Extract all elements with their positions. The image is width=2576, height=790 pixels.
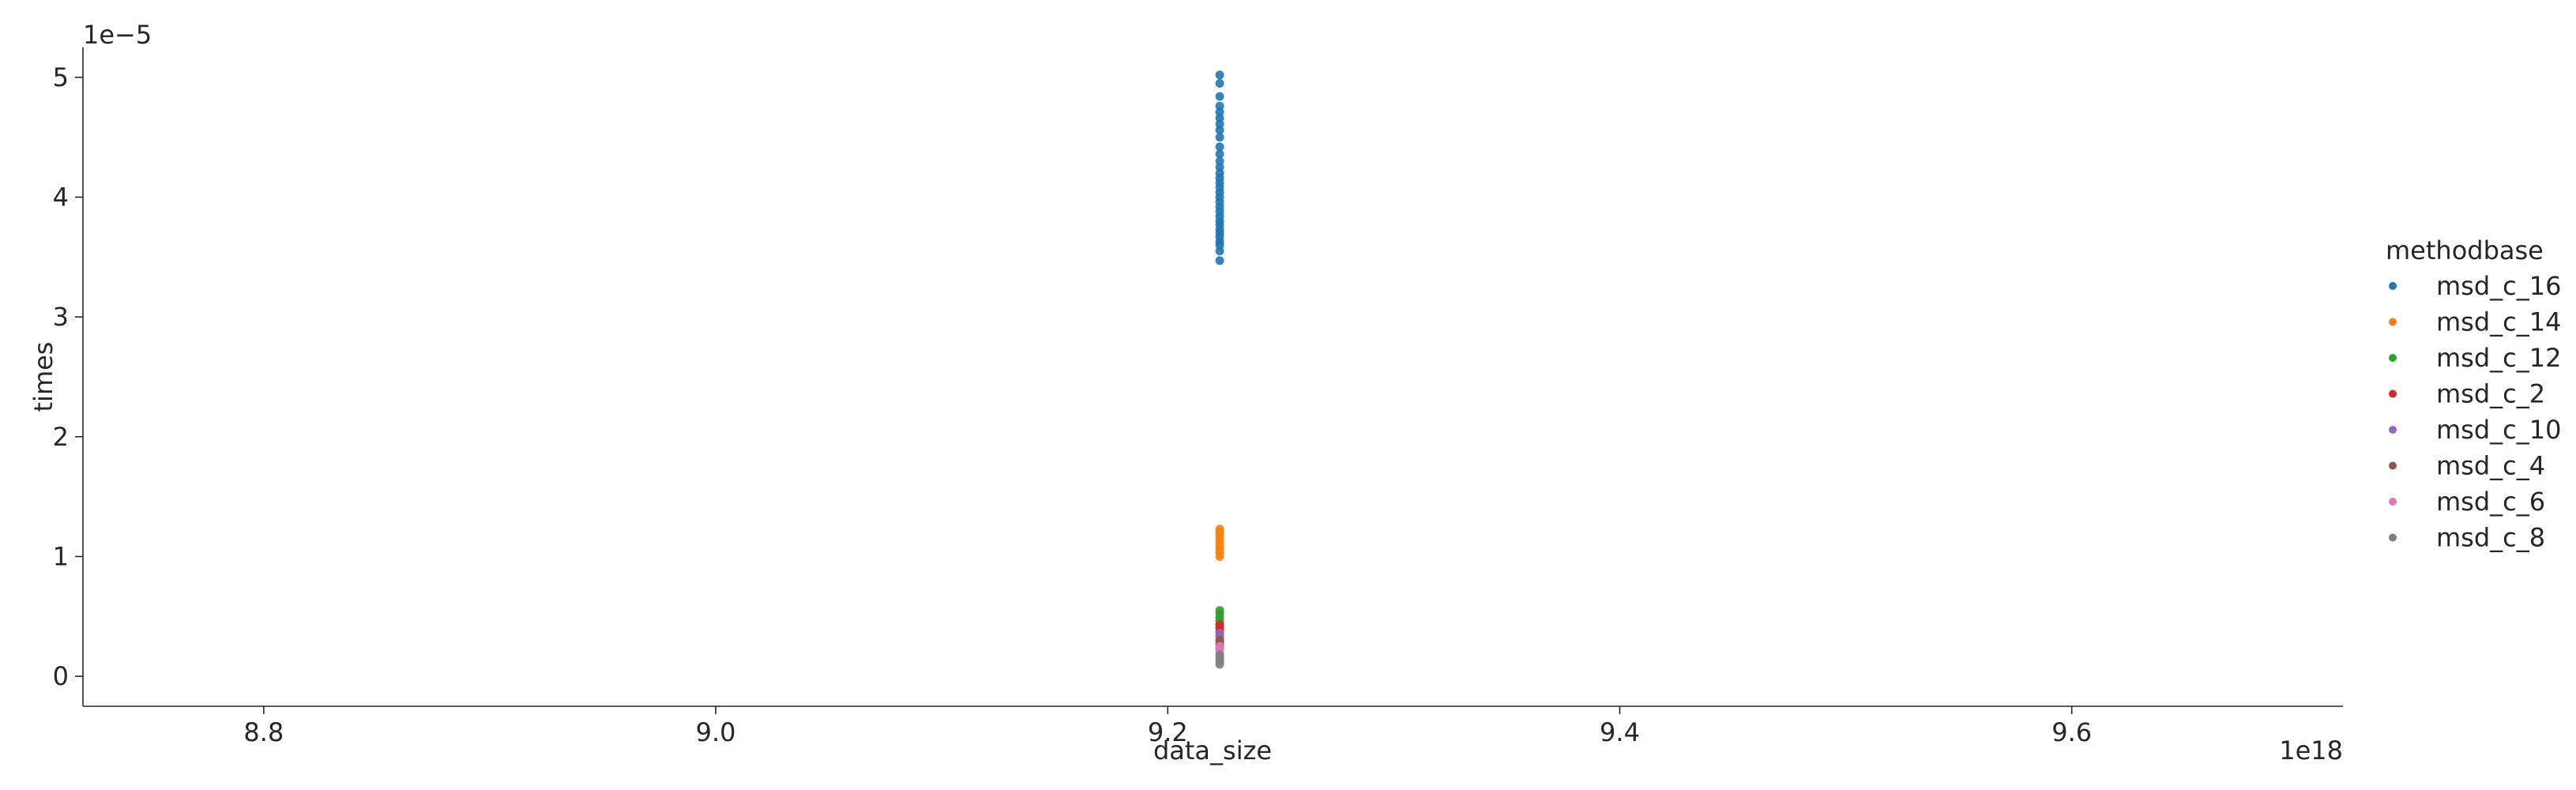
data-point-msd-c-16 xyxy=(1215,149,1224,159)
legend-marker xyxy=(2389,389,2397,398)
data-point-msd-c-16 xyxy=(1215,70,1224,80)
legend-title: methodbase xyxy=(2386,235,2544,265)
legend-marker xyxy=(2389,318,2397,326)
data-point-msd-c-6 xyxy=(1215,641,1224,651)
x-tick-label: 9.4 xyxy=(1600,717,1640,747)
y-tick-label: 1 xyxy=(53,541,69,571)
legend-marker xyxy=(2389,282,2397,290)
data-point-msd-c-2 xyxy=(1215,620,1224,630)
legend-marker xyxy=(2389,426,2397,434)
data-point-msd-c-4 xyxy=(1215,636,1224,645)
x-axis-label: data_size xyxy=(1153,735,1272,766)
legend-item-label: msd_c_16 xyxy=(2436,271,2561,301)
data-point-msd-c-16 xyxy=(1215,168,1224,178)
legend-marker xyxy=(2389,461,2397,470)
y-tick-label: 3 xyxy=(53,302,69,332)
data-point-msd-c-8 xyxy=(1215,650,1224,660)
legend-item-label: msd_c_12 xyxy=(2436,343,2561,373)
data-point-msd-c-10 xyxy=(1215,629,1224,638)
x-ticks: 8.8 9.0 9.2 9.4 9.6 xyxy=(243,706,2092,747)
data-point-msd-c-16 xyxy=(1215,246,1224,256)
legend-marker xyxy=(2389,354,2397,362)
y-axis-label: times xyxy=(28,342,58,412)
x-tick-label: 8.8 xyxy=(243,717,284,747)
data-point-msd-c-16 xyxy=(1215,101,1224,111)
data-point-msd-c-16 xyxy=(1215,92,1224,101)
data-points xyxy=(1215,70,1224,669)
legend-marker xyxy=(2389,498,2397,506)
x-tick-label: 9.0 xyxy=(696,717,736,747)
legend-item-label: msd_c_6 xyxy=(2436,487,2545,517)
y-tick-label: 0 xyxy=(53,661,69,691)
legend-item-label: msd_c_2 xyxy=(2436,379,2545,409)
x-tick-label: 9.6 xyxy=(2051,717,2092,747)
y-offset-label: 1e−5 xyxy=(83,20,152,50)
data-point-msd-c-16 xyxy=(1215,78,1224,88)
data-point-msd-c-16 xyxy=(1215,142,1224,152)
data-point-msd-c-16 xyxy=(1215,126,1224,135)
data-point-msd-c-16 xyxy=(1215,156,1224,166)
data-point-msd-c-16 xyxy=(1215,133,1224,142)
legend-items: msd_c_16 msd_c_14 msd_c_12 msd_c_2 msd_c_10m… xyxy=(2389,271,2561,553)
data-point-msd-c-16 xyxy=(1215,119,1224,129)
legend-marker xyxy=(2389,533,2397,542)
legend: methodbase msd_c_16msd_c_14msd_c_12msd_c… xyxy=(2386,235,2561,553)
data-point-msd-c-14 xyxy=(1215,525,1224,534)
data-point-msd-c-16 xyxy=(1215,107,1224,117)
legend-item-label: msd_c_14 xyxy=(2436,307,2561,337)
legend-item-label: msd_c_8 xyxy=(2436,523,2545,553)
data-point-msd-c-16 xyxy=(1215,163,1224,172)
y-tick-label: 2 xyxy=(53,422,69,452)
y-ticks: 0 1 2 3 4 5 xyxy=(53,62,83,691)
x-offset-label: 1e18 xyxy=(2279,735,2343,766)
x-tick-label: 9.2 xyxy=(1148,717,1188,747)
legend-item-label: msd_c_4 xyxy=(2436,451,2545,481)
data-point-msd-c-16 xyxy=(1215,113,1224,122)
y-tick-label: 4 xyxy=(53,182,69,213)
axes xyxy=(82,47,2343,707)
y-tick-label: 5 xyxy=(53,62,69,92)
data-point-msd-c-12 xyxy=(1215,606,1224,615)
data-point-msd-c-16 xyxy=(1215,256,1224,265)
legend-item-label: msd_c_10 xyxy=(2436,415,2561,445)
